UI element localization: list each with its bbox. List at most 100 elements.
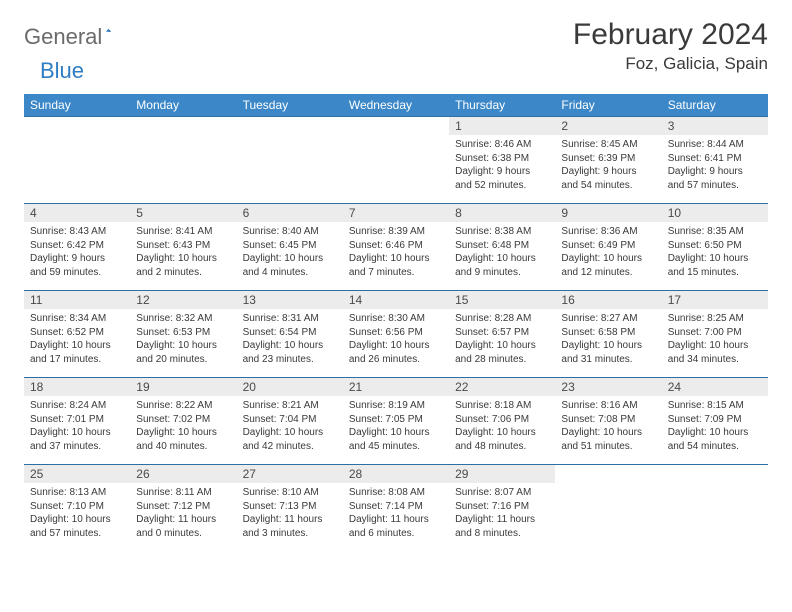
logo-triangle-icon bbox=[106, 21, 111, 39]
day-number: 21 bbox=[343, 378, 449, 396]
title-block: February 2024 Foz, Galicia, Spain bbox=[573, 18, 768, 74]
day-cell: 27Sunrise: 8:10 AMSunset: 7:13 PMDayligh… bbox=[237, 465, 343, 552]
page-subtitle: Foz, Galicia, Spain bbox=[573, 54, 768, 74]
day-cell: 14Sunrise: 8:30 AMSunset: 6:56 PMDayligh… bbox=[343, 291, 449, 378]
day-cell: 28Sunrise: 8:08 AMSunset: 7:14 PMDayligh… bbox=[343, 465, 449, 552]
day-cell: 6Sunrise: 8:40 AMSunset: 6:45 PMDaylight… bbox=[237, 204, 343, 291]
day-info: Sunrise: 8:44 AMSunset: 6:41 PMDaylight:… bbox=[662, 135, 768, 196]
day-info: Sunrise: 8:11 AMSunset: 7:12 PMDaylight:… bbox=[130, 483, 236, 544]
empty-cell bbox=[130, 117, 236, 204]
day-info: Sunrise: 8:28 AMSunset: 6:57 PMDaylight:… bbox=[449, 309, 555, 370]
day-info: Sunrise: 8:07 AMSunset: 7:16 PMDaylight:… bbox=[449, 483, 555, 544]
day-info: Sunrise: 8:25 AMSunset: 7:00 PMDaylight:… bbox=[662, 309, 768, 370]
day-cell: 15Sunrise: 8:28 AMSunset: 6:57 PMDayligh… bbox=[449, 291, 555, 378]
day-number: 5 bbox=[130, 204, 236, 222]
day-cell: 29Sunrise: 8:07 AMSunset: 7:16 PMDayligh… bbox=[449, 465, 555, 552]
day-info: Sunrise: 8:46 AMSunset: 6:38 PMDaylight:… bbox=[449, 135, 555, 196]
calendar-row: 1Sunrise: 8:46 AMSunset: 6:38 PMDaylight… bbox=[24, 117, 768, 204]
day-cell: 18Sunrise: 8:24 AMSunset: 7:01 PMDayligh… bbox=[24, 378, 130, 465]
day-info: Sunrise: 8:30 AMSunset: 6:56 PMDaylight:… bbox=[343, 309, 449, 370]
day-number: 2 bbox=[555, 117, 661, 135]
empty-cell bbox=[343, 117, 449, 204]
day-cell: 3Sunrise: 8:44 AMSunset: 6:41 PMDaylight… bbox=[662, 117, 768, 204]
day-number: 10 bbox=[662, 204, 768, 222]
day-number: 25 bbox=[24, 465, 130, 483]
day-info: Sunrise: 8:41 AMSunset: 6:43 PMDaylight:… bbox=[130, 222, 236, 283]
day-info: Sunrise: 8:19 AMSunset: 7:05 PMDaylight:… bbox=[343, 396, 449, 457]
calendar-page: General February 2024 Foz, Galicia, Spai… bbox=[0, 0, 792, 569]
day-cell: 26Sunrise: 8:11 AMSunset: 7:12 PMDayligh… bbox=[130, 465, 236, 552]
day-cell: 9Sunrise: 8:36 AMSunset: 6:49 PMDaylight… bbox=[555, 204, 661, 291]
day-cell: 11Sunrise: 8:34 AMSunset: 6:52 PMDayligh… bbox=[24, 291, 130, 378]
day-info: Sunrise: 8:27 AMSunset: 6:58 PMDaylight:… bbox=[555, 309, 661, 370]
day-number: 14 bbox=[343, 291, 449, 309]
day-number: 1 bbox=[449, 117, 555, 135]
weekday-header: Tuesday bbox=[237, 94, 343, 117]
calendar-row: 11Sunrise: 8:34 AMSunset: 6:52 PMDayligh… bbox=[24, 291, 768, 378]
day-cell: 2Sunrise: 8:45 AMSunset: 6:39 PMDaylight… bbox=[555, 117, 661, 204]
day-number: 26 bbox=[130, 465, 236, 483]
weekday-header: Sunday bbox=[24, 94, 130, 117]
day-number: 22 bbox=[449, 378, 555, 396]
day-number: 16 bbox=[555, 291, 661, 309]
day-number: 15 bbox=[449, 291, 555, 309]
calendar-body: 1Sunrise: 8:46 AMSunset: 6:38 PMDaylight… bbox=[24, 117, 768, 552]
day-info: Sunrise: 8:38 AMSunset: 6:48 PMDaylight:… bbox=[449, 222, 555, 283]
weekday-header: Thursday bbox=[449, 94, 555, 117]
day-info: Sunrise: 8:36 AMSunset: 6:49 PMDaylight:… bbox=[555, 222, 661, 283]
day-cell: 5Sunrise: 8:41 AMSunset: 6:43 PMDaylight… bbox=[130, 204, 236, 291]
day-number: 19 bbox=[130, 378, 236, 396]
day-number: 13 bbox=[237, 291, 343, 309]
logo-text-2: Blue bbox=[40, 58, 84, 84]
weekday-header: Monday bbox=[130, 94, 236, 117]
day-number: 27 bbox=[237, 465, 343, 483]
day-info: Sunrise: 8:10 AMSunset: 7:13 PMDaylight:… bbox=[237, 483, 343, 544]
day-cell: 23Sunrise: 8:16 AMSunset: 7:08 PMDayligh… bbox=[555, 378, 661, 465]
day-number: 11 bbox=[24, 291, 130, 309]
empty-cell bbox=[237, 117, 343, 204]
day-cell: 1Sunrise: 8:46 AMSunset: 6:38 PMDaylight… bbox=[449, 117, 555, 204]
weekday-header: Friday bbox=[555, 94, 661, 117]
day-number: 12 bbox=[130, 291, 236, 309]
day-info: Sunrise: 8:34 AMSunset: 6:52 PMDaylight:… bbox=[24, 309, 130, 370]
day-cell: 12Sunrise: 8:32 AMSunset: 6:53 PMDayligh… bbox=[130, 291, 236, 378]
day-number: 6 bbox=[237, 204, 343, 222]
day-info: Sunrise: 8:31 AMSunset: 6:54 PMDaylight:… bbox=[237, 309, 343, 370]
empty-cell bbox=[662, 465, 768, 552]
day-info: Sunrise: 8:15 AMSunset: 7:09 PMDaylight:… bbox=[662, 396, 768, 457]
day-cell: 21Sunrise: 8:19 AMSunset: 7:05 PMDayligh… bbox=[343, 378, 449, 465]
calendar-table: Sunday Monday Tuesday Wednesday Thursday… bbox=[24, 94, 768, 551]
day-cell: 24Sunrise: 8:15 AMSunset: 7:09 PMDayligh… bbox=[662, 378, 768, 465]
day-number: 8 bbox=[449, 204, 555, 222]
day-number: 7 bbox=[343, 204, 449, 222]
day-info: Sunrise: 8:45 AMSunset: 6:39 PMDaylight:… bbox=[555, 135, 661, 196]
day-info: Sunrise: 8:16 AMSunset: 7:08 PMDaylight:… bbox=[555, 396, 661, 457]
day-cell: 17Sunrise: 8:25 AMSunset: 7:00 PMDayligh… bbox=[662, 291, 768, 378]
day-number: 3 bbox=[662, 117, 768, 135]
day-info: Sunrise: 8:35 AMSunset: 6:50 PMDaylight:… bbox=[662, 222, 768, 283]
day-number: 4 bbox=[24, 204, 130, 222]
empty-cell bbox=[24, 117, 130, 204]
day-number: 18 bbox=[24, 378, 130, 396]
day-cell: 22Sunrise: 8:18 AMSunset: 7:06 PMDayligh… bbox=[449, 378, 555, 465]
day-info: Sunrise: 8:21 AMSunset: 7:04 PMDaylight:… bbox=[237, 396, 343, 457]
day-info: Sunrise: 8:40 AMSunset: 6:45 PMDaylight:… bbox=[237, 222, 343, 283]
day-number: 23 bbox=[555, 378, 661, 396]
day-info: Sunrise: 8:18 AMSunset: 7:06 PMDaylight:… bbox=[449, 396, 555, 457]
day-cell: 20Sunrise: 8:21 AMSunset: 7:04 PMDayligh… bbox=[237, 378, 343, 465]
day-cell: 25Sunrise: 8:13 AMSunset: 7:10 PMDayligh… bbox=[24, 465, 130, 552]
day-number: 29 bbox=[449, 465, 555, 483]
logo: General bbox=[24, 18, 134, 50]
weekday-header: Wednesday bbox=[343, 94, 449, 117]
day-info: Sunrise: 8:24 AMSunset: 7:01 PMDaylight:… bbox=[24, 396, 130, 457]
day-info: Sunrise: 8:32 AMSunset: 6:53 PMDaylight:… bbox=[130, 309, 236, 370]
day-number: 9 bbox=[555, 204, 661, 222]
empty-cell bbox=[555, 465, 661, 552]
day-number: 20 bbox=[237, 378, 343, 396]
page-title: February 2024 bbox=[573, 18, 768, 52]
weekday-header: Saturday bbox=[662, 94, 768, 117]
day-cell: 19Sunrise: 8:22 AMSunset: 7:02 PMDayligh… bbox=[130, 378, 236, 465]
calendar-row: 4Sunrise: 8:43 AMSunset: 6:42 PMDaylight… bbox=[24, 204, 768, 291]
day-info: Sunrise: 8:08 AMSunset: 7:14 PMDaylight:… bbox=[343, 483, 449, 544]
day-cell: 7Sunrise: 8:39 AMSunset: 6:46 PMDaylight… bbox=[343, 204, 449, 291]
